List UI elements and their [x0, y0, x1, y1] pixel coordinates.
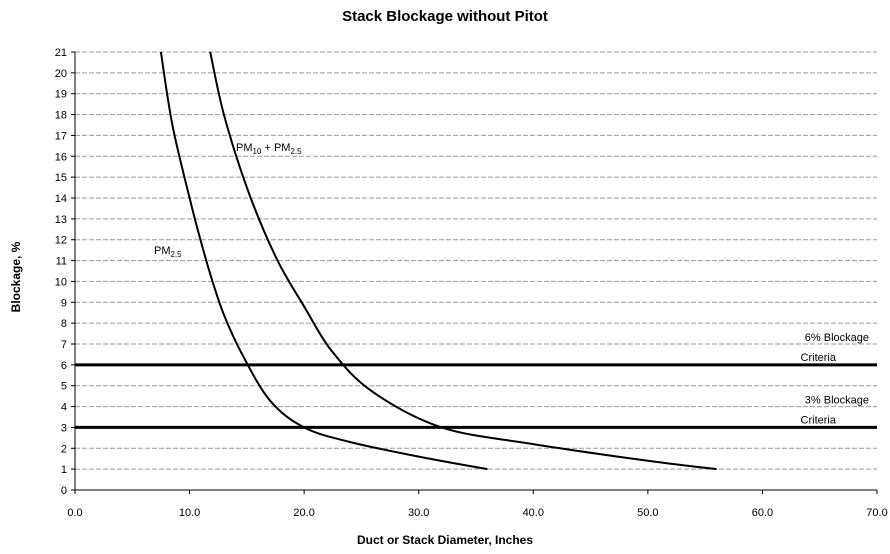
axes [74, 52, 877, 491]
reference-lines: 6% Blockage Criteria 3% Blockage Criteria [75, 332, 877, 429]
x-tick-label: 20.0 [293, 507, 314, 519]
series-line-pm25 [159, 51, 488, 471]
series-line-pm10-pm25 [209, 51, 717, 471]
y-tick-label: 17 [55, 130, 67, 142]
x-tick-label: 60.0 [752, 507, 773, 519]
gridlines [75, 51, 877, 470]
reference-label-3pct: 3% Blockage [805, 394, 869, 406]
y-tick-label: 1 [61, 464, 67, 476]
y-tick-label: 21 [55, 47, 67, 59]
annotations: PM2.5 PM10 + PM2.5 [154, 142, 302, 259]
reference-label-6pct: 6% Blockage [805, 332, 869, 344]
reference-criteria-label-6pct: Criteria [801, 352, 837, 364]
y-tick-label: 10 [55, 276, 67, 288]
series-lines [159, 51, 717, 471]
y-tick-label: 2 [61, 443, 67, 455]
y-tick-label: 14 [55, 193, 67, 205]
y-axis-label: Blockage, % [9, 241, 23, 313]
chart-title: Stack Blockage without Pitot [342, 8, 548, 25]
x-tick-labels: 0.0 10.0 20.0 30.0 40.0 50.0 60.0 70.0 [67, 490, 888, 519]
y-tick-label: 20 [55, 68, 67, 80]
y-tick-label: 11 [56, 256, 67, 268]
series-label-pm25: PM2.5 [154, 245, 182, 259]
y-tick-label: 4 [61, 402, 67, 414]
x-axis-label: Duct or Stack Diameter, Inches [356, 533, 534, 547]
x-tick-label: 0.0 [67, 507, 82, 519]
y-tick-label: 0 [61, 485, 67, 497]
y-tick-label: 13 [55, 214, 67, 226]
y-tick-label: 8 [61, 318, 67, 330]
y-tick-label: 12 [55, 235, 67, 247]
y-tick-label: 19 [55, 89, 67, 101]
series-label-pm10-pm25: PM10 + PM2.5 [236, 142, 302, 156]
y-tick-label: 16 [55, 151, 67, 163]
y-tick-label: 5 [61, 381, 67, 393]
y-tick-label: 18 [55, 110, 67, 122]
x-tick-label: 30.0 [408, 507, 429, 519]
reference-criteria-label-3pct: Criteria [801, 414, 837, 426]
y-tick-label: 15 [55, 172, 67, 184]
y-tick-label: 7 [61, 339, 67, 351]
x-tick-label: 50.0 [637, 507, 658, 519]
x-tick-label: 10.0 [179, 507, 200, 519]
y-tick-label: 6 [61, 360, 67, 372]
x-tick-label: 70.0 [866, 507, 887, 519]
y-tick-label: 9 [61, 297, 67, 309]
y-tick-label: 3 [61, 422, 67, 434]
x-tick-label: 40.0 [523, 507, 544, 519]
